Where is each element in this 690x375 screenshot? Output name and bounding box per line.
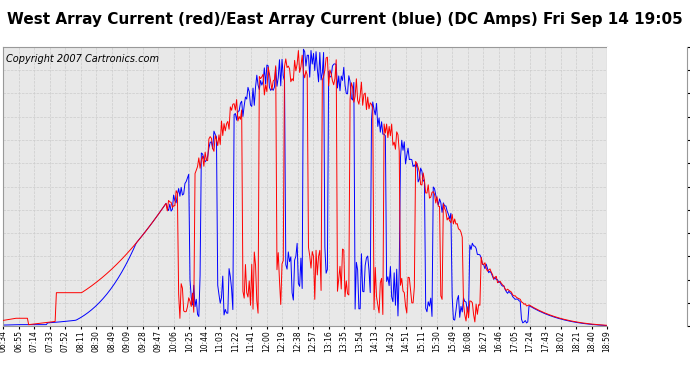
Text: Copyright 2007 Cartronics.com: Copyright 2007 Cartronics.com [6, 54, 159, 64]
Text: West Array Current (red)/East Array Current (blue) (DC Amps) Fri Sep 14 19:05: West Array Current (red)/East Array Curr… [7, 12, 683, 27]
